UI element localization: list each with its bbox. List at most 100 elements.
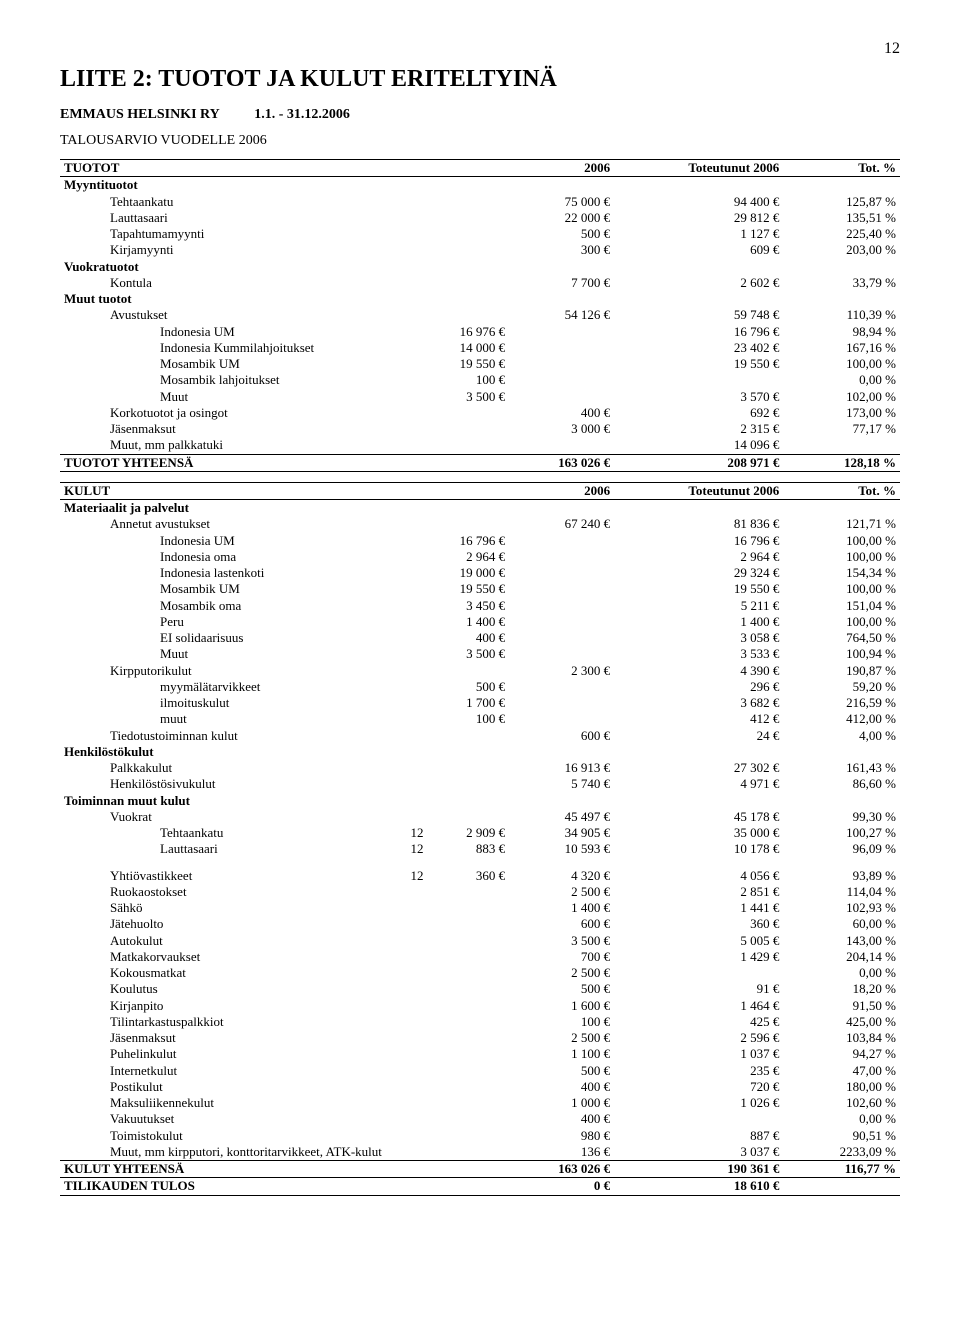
row-label: Vuokrat [60, 809, 375, 825]
row-label: Tehtaankatu [60, 825, 375, 841]
table-row: Indonesia oma2 964 €2 964 €100,00 % [60, 549, 900, 565]
cell: 94,27 % [783, 1046, 900, 1062]
cell: 100 € [428, 711, 510, 727]
cell: 4 320 € [509, 868, 614, 884]
row-label: Indonesia oma [60, 549, 375, 565]
cell: 1 127 € [667, 226, 784, 242]
cell: 67 240 € [509, 516, 614, 532]
row-label: Kirpputorikulut [60, 663, 375, 679]
cell: 59,20 % [783, 679, 900, 695]
row-label: Mosambik UM [60, 581, 375, 597]
table-row: Matkakorvaukset700 €1 429 €204,14 % [60, 949, 900, 965]
table-row: Kontula7 700 €2 602 €33,79 % [60, 275, 900, 291]
cell: 128,18 % [783, 454, 900, 471]
cell: 3 450 € [428, 598, 510, 614]
table-row: Materiaalit ja palvelut [60, 500, 900, 517]
row-label: Muut [60, 646, 375, 662]
row-label: Kontula [60, 275, 375, 291]
cell: 0,00 % [783, 1111, 900, 1127]
cell: 1 000 € [509, 1095, 614, 1111]
page-title: LIITE 2: TUOTOT JA KULUT ERITELTYINÄ [60, 66, 900, 93]
cell: 1 464 € [667, 998, 784, 1014]
cell: 91,50 % [783, 998, 900, 1014]
cell: 90,51 % [783, 1128, 900, 1144]
cell: 0 € [509, 1178, 614, 1195]
cell: 0,00 % [783, 372, 900, 388]
cell: 103,84 % [783, 1030, 900, 1046]
cell: 154,34 % [783, 565, 900, 581]
row-label: Tilintarkastuspalkkiot [60, 1014, 375, 1030]
tuotot-table: TUOTOT 2006 Toteutunut 2006 Tot. % Myynt… [60, 159, 900, 472]
cell: 29 812 € [667, 210, 784, 226]
cell: 14 096 € [667, 437, 784, 454]
cell: 1 037 € [667, 1046, 784, 1062]
cell: 34 905 € [509, 825, 614, 841]
cell: 600 € [509, 916, 614, 932]
cell: 100,00 % [783, 614, 900, 630]
cell: 99,30 % [783, 809, 900, 825]
section-label: Vuokratuotot [60, 259, 375, 275]
cell [783, 1178, 900, 1195]
cell: 400 € [509, 1079, 614, 1095]
cell: 10 593 € [509, 841, 614, 857]
cell: 163 026 € [509, 1161, 614, 1178]
row-label: Puhelinkulut [60, 1046, 375, 1062]
cell: 22 000 € [509, 210, 614, 226]
cell: 102,60 % [783, 1095, 900, 1111]
row-label: Autokulut [60, 933, 375, 949]
cell: 143,00 % [783, 933, 900, 949]
table-row: Vakuutukset400 €0,00 % [60, 1111, 900, 1127]
section-label: Toiminnan muut kulut [60, 793, 375, 809]
cell: 27 302 € [667, 760, 784, 776]
cell: 23 402 € [667, 340, 784, 356]
cell: 2 500 € [509, 1030, 614, 1046]
header-tot: Toteutunut 2006 [667, 482, 784, 499]
table-row: Lauttasaari12883 €10 593 €10 178 €96,09 … [60, 841, 900, 857]
cell: 167,16 % [783, 340, 900, 356]
row-label: Lauttasaari [60, 841, 375, 857]
cell: 204,14 % [783, 949, 900, 965]
cell: 3 037 € [667, 1144, 784, 1161]
cell: 500 € [509, 981, 614, 997]
cell: 3 682 € [667, 695, 784, 711]
cell: 114,04 % [783, 884, 900, 900]
row-label: Matkakorvaukset [60, 949, 375, 965]
cell: 47,00 % [783, 1063, 900, 1079]
cell: 412 € [667, 711, 784, 727]
table-row: Vuokratuotot [60, 259, 900, 275]
cell: 18 610 € [667, 1178, 784, 1195]
cell: 86,60 % [783, 776, 900, 792]
row-label: Mosambik UM [60, 356, 375, 372]
cell: 16 796 € [667, 533, 784, 549]
cell: 19 550 € [428, 356, 510, 372]
cell: 4 971 € [667, 776, 784, 792]
table-row: Tiedotustoiminnan kulut600 €24 €4,00 % [60, 728, 900, 744]
document-page: 12 LIITE 2: TUOTOT JA KULUT ERITELTYINÄ … [0, 0, 960, 1236]
cell: 4,00 % [783, 728, 900, 744]
table-header-row: KULUT 2006 Toteutunut 2006 Tot. % [60, 482, 900, 499]
section-label: Muut tuotot [60, 291, 375, 307]
cell: 2 964 € [428, 549, 510, 565]
cell: 75 000 € [509, 194, 614, 210]
cell: 93,89 % [783, 868, 900, 884]
cell: 235 € [667, 1063, 784, 1079]
cell: 125,87 % [783, 194, 900, 210]
cell: 208 971 € [667, 454, 784, 471]
table-row: Jäsenmaksut3 000 €2 315 €77,17 % [60, 421, 900, 437]
header-label: KULUT [60, 482, 375, 499]
cell: 500 € [509, 226, 614, 242]
cell: 225,40 % [783, 226, 900, 242]
table-row: Tehtaankatu75 000 €94 400 €125,87 % [60, 194, 900, 210]
cell: 216,59 % [783, 695, 900, 711]
row-label: Sähkö [60, 900, 375, 916]
cell: 2 851 € [667, 884, 784, 900]
table-row: Avustukset54 126 €59 748 €110,39 % [60, 307, 900, 323]
cell: 5 740 € [509, 776, 614, 792]
cell: 1 429 € [667, 949, 784, 965]
row-label: Koulutus [60, 981, 375, 997]
cell: 16 913 € [509, 760, 614, 776]
cell: 2 596 € [667, 1030, 784, 1046]
row-label: Yhtiövastikkeet [60, 868, 375, 884]
cell: 110,39 % [783, 307, 900, 323]
cell: 887 € [667, 1128, 784, 1144]
